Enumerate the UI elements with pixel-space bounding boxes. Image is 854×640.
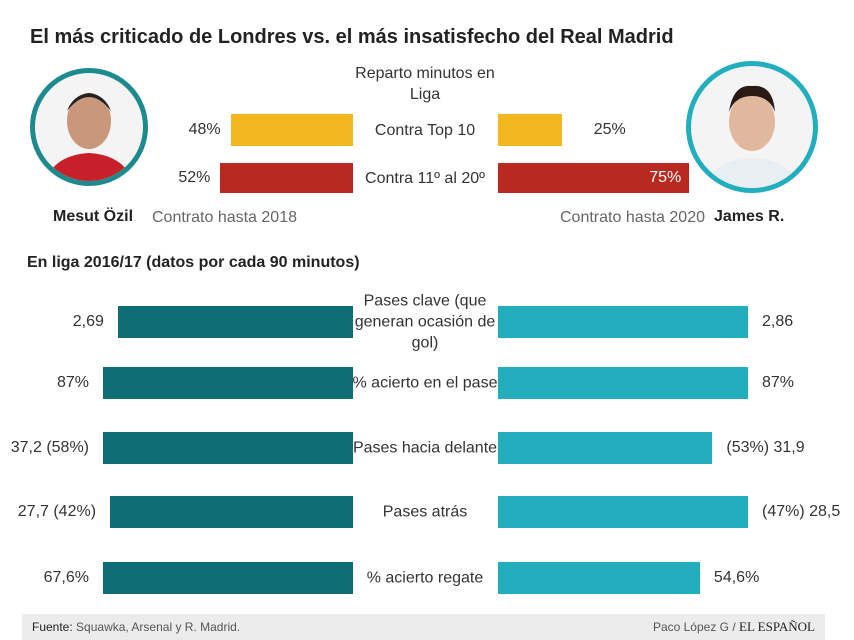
stats-title: En liga 2016/17 (datos por cada 90 minut… [27, 254, 360, 271]
value-label: (53%) 31,9 [726, 439, 805, 456]
player-name: James R. [714, 208, 785, 225]
row-label: Pases clave (que generan ocasión de gol) [354, 292, 496, 352]
value-label: 54,6% [713, 569, 760, 586]
category-label: Contra Top 10 [374, 122, 476, 139]
player-photo [686, 61, 818, 193]
bar [117, 306, 353, 338]
value-label: 75% [649, 169, 682, 186]
bar [498, 306, 748, 338]
player-photo [30, 68, 148, 186]
row-label: Pases hacia delante [352, 439, 498, 457]
bar [498, 114, 562, 146]
value-label: 37,2 (58%) [10, 439, 89, 456]
value-label: 2,86 [762, 313, 794, 330]
source: Fuente: Squawka, Arsenal y R. Madrid. [32, 620, 240, 634]
minutes-title: Reparto minutos en Liga [355, 65, 495, 103]
source-text: Squawka, Arsenal y R. Madrid. [76, 620, 241, 634]
credit: Paco López G / EL ESPAÑOL [653, 619, 815, 635]
value-label: 25% [593, 121, 626, 138]
bar [498, 163, 690, 193]
source-label: Fuente: [32, 620, 73, 634]
value-label: 87% [56, 374, 89, 391]
author: Paco López G [652, 620, 729, 634]
bar [498, 496, 748, 528]
value-label: 48% [188, 121, 221, 138]
bar [230, 114, 353, 146]
value-label: 27,7 (42%) [17, 503, 97, 520]
bar [103, 562, 353, 594]
brand: EL ESPAÑOL [739, 619, 815, 634]
bar [103, 432, 353, 464]
value-label: (47%) 28,5 [762, 503, 841, 520]
title: El más criticado de Londres vs. el más i… [30, 26, 674, 48]
value-label: 87% [762, 374, 795, 391]
bar [110, 496, 353, 528]
bar [498, 367, 748, 399]
separator: / [732, 620, 736, 634]
category-label: Contra 11º al 20º [365, 170, 485, 187]
value-label: 52% [178, 169, 211, 186]
row-label: Pases atrás [382, 503, 468, 521]
bar [220, 163, 353, 193]
portrait [705, 85, 799, 188]
bar [103, 367, 353, 399]
value-label: 67,6% [43, 569, 89, 586]
bar [498, 562, 700, 594]
row-label: % acierto regate [366, 569, 484, 587]
footer: Fuente: Squawka, Arsenal y R. Madrid. Pa… [22, 614, 825, 640]
contract: Contrato hasta 2020 [560, 209, 705, 226]
value-label: 2,69 [72, 313, 104, 330]
contract: Contrato hasta 2018 [152, 209, 297, 226]
portrait [45, 93, 133, 181]
player-name: Mesut Özil [53, 208, 134, 225]
bar [498, 432, 713, 464]
row-label: % acierto en el pase [352, 374, 498, 392]
